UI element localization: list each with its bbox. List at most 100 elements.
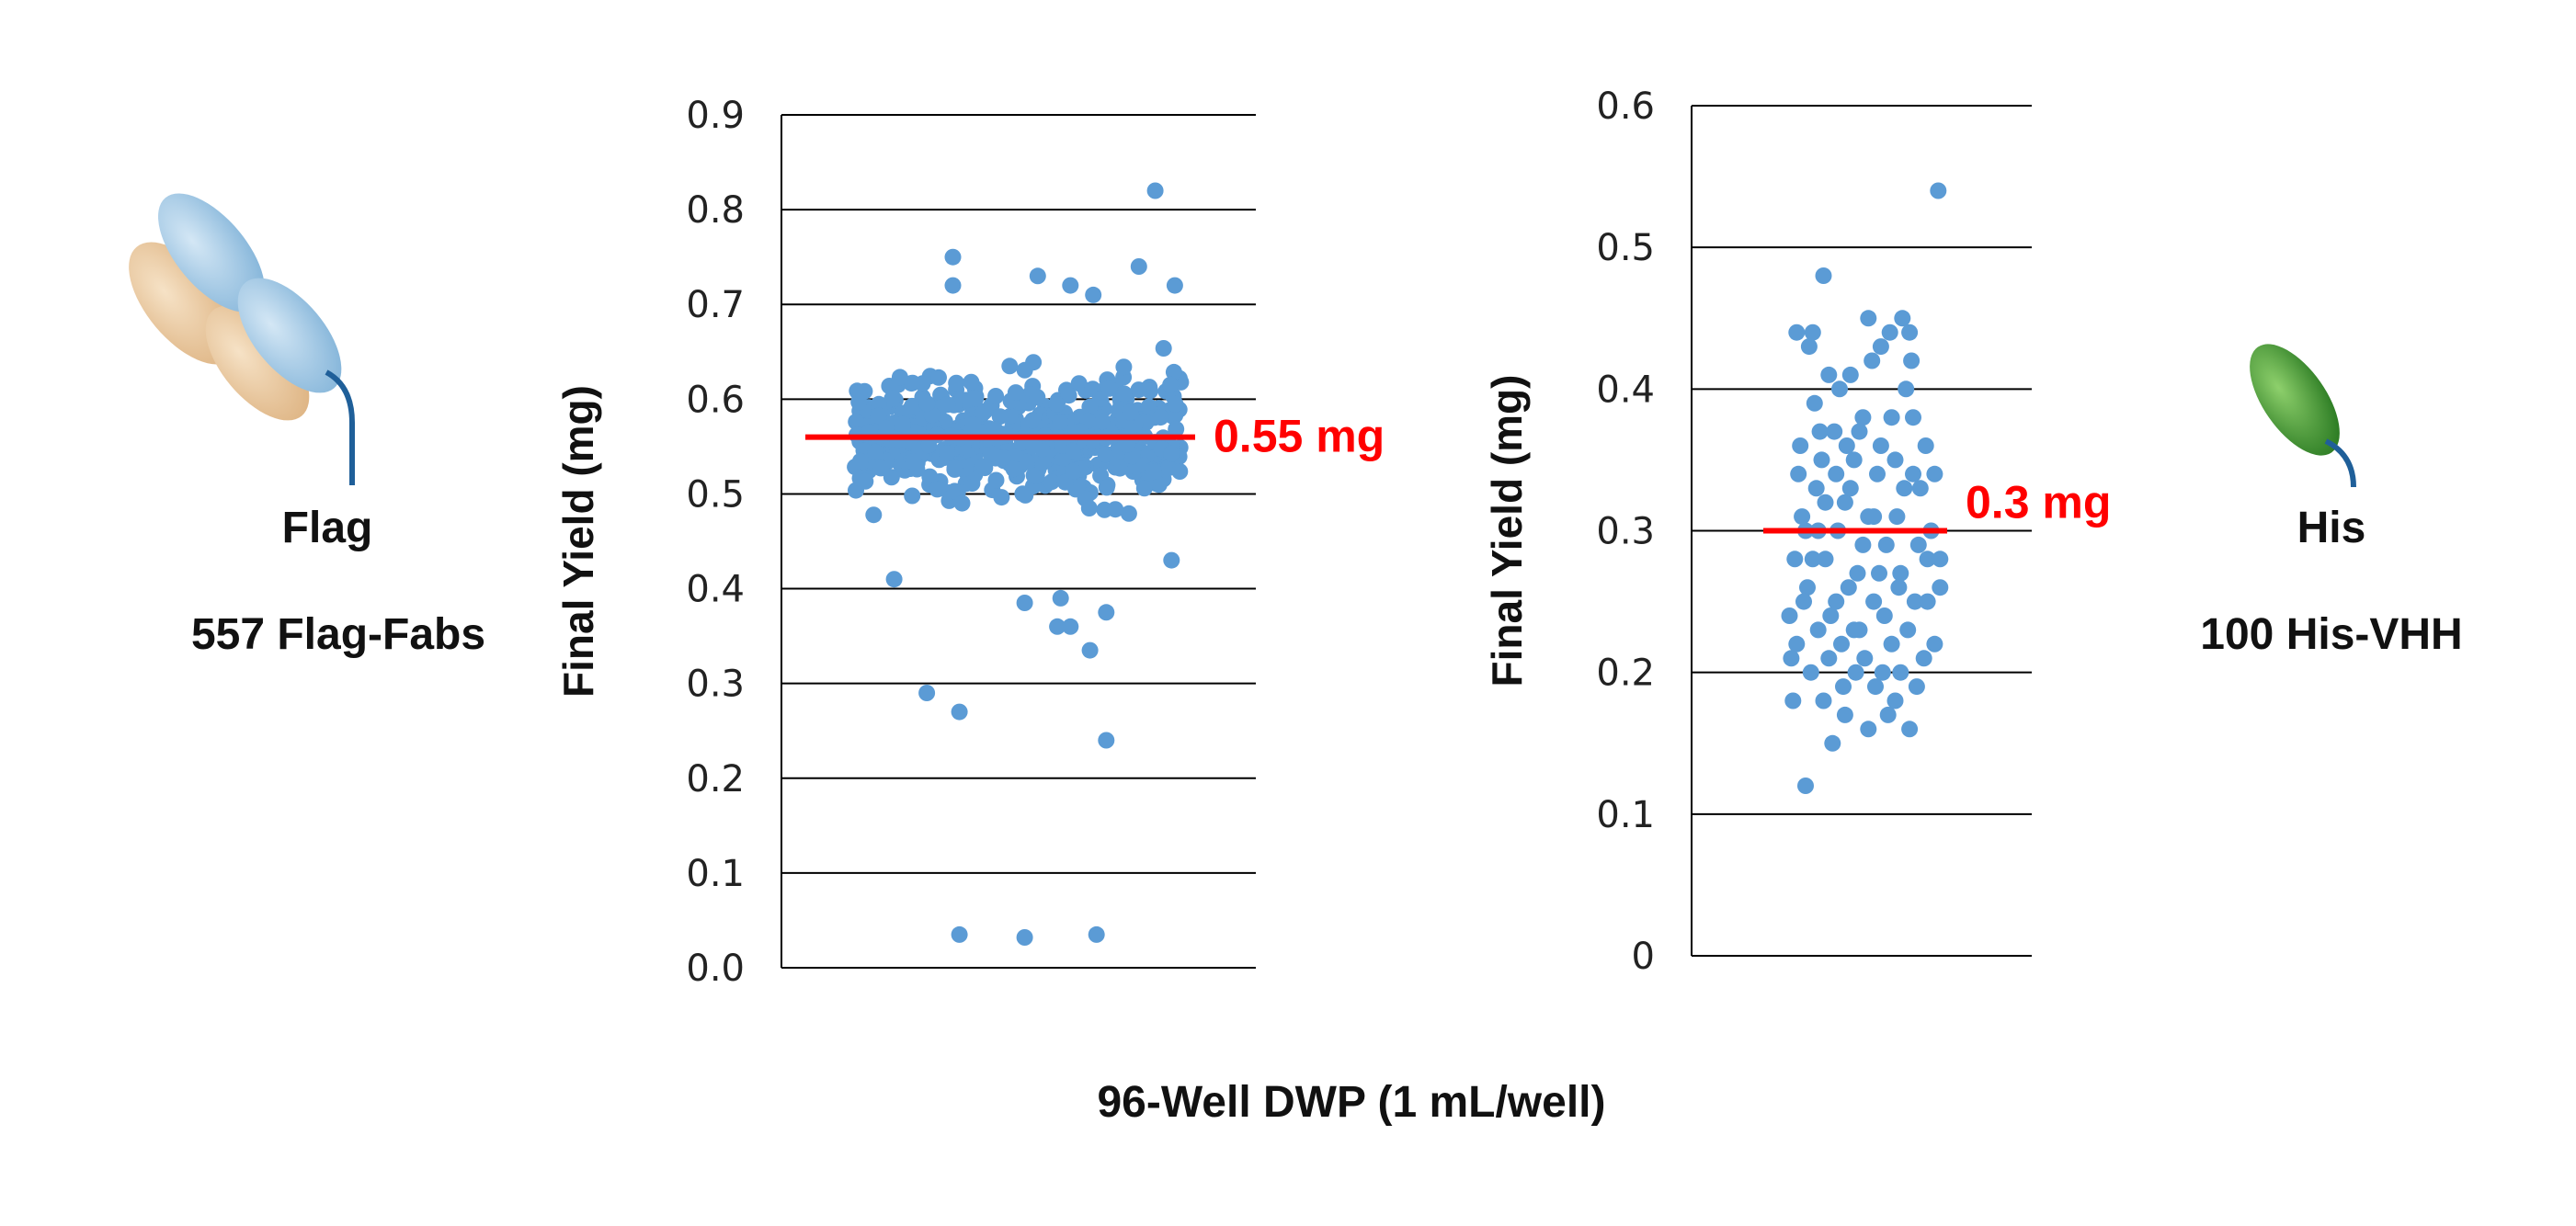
- data-point: [1903, 352, 1921, 369]
- data-point: [1802, 664, 1819, 681]
- data-point: [1788, 635, 1806, 653]
- data-point: [889, 431, 906, 448]
- data-point: [1001, 358, 1019, 375]
- data-point: [1806, 394, 1823, 412]
- data-point: [976, 460, 994, 477]
- data-point: [1800, 338, 1818, 356]
- his-count-label: 100 His-VHH: [2200, 610, 2462, 659]
- data-point: [1168, 420, 1185, 437]
- data-point: [1781, 607, 1798, 624]
- y-tick-label: 0.4: [1596, 369, 1655, 411]
- data-point: [1804, 551, 1821, 568]
- data-point: [1064, 442, 1081, 460]
- data-point: [1828, 593, 1845, 610]
- data-point: [944, 248, 962, 266]
- data-point: [894, 415, 911, 433]
- data-point: [1901, 324, 1919, 341]
- data-point: [1817, 494, 1834, 511]
- data-point: [891, 369, 908, 386]
- data-point: [1081, 398, 1099, 415]
- his-vhh-points: [1781, 182, 1949, 794]
- data-point: [991, 408, 1009, 426]
- data-point: [1790, 465, 1807, 482]
- data-point: [1833, 635, 1850, 653]
- data-point: [918, 394, 936, 412]
- data-point: [1879, 706, 1897, 723]
- data-point: [1029, 267, 1046, 285]
- data-point: [964, 415, 982, 433]
- data-point: [987, 388, 1005, 404]
- data-point: [1016, 929, 1033, 946]
- data-point: [1886, 451, 1904, 469]
- data-point: [1919, 593, 1936, 610]
- data-point: [1098, 604, 1115, 621]
- data-point: [1025, 354, 1043, 371]
- data-point: [1162, 376, 1180, 393]
- data-point: [1016, 595, 1033, 611]
- data-point: [1130, 258, 1147, 275]
- data-point: [905, 453, 922, 471]
- data-point: [1892, 664, 1909, 681]
- data-point: [871, 395, 887, 413]
- data-point: [1052, 589, 1069, 607]
- data-point: [877, 419, 895, 437]
- data-point: [1167, 395, 1184, 413]
- data-point: [976, 403, 994, 420]
- y-tick-label: 0.3: [1596, 511, 1655, 553]
- data-point: [1901, 721, 1919, 738]
- his-vhh-scatter-chart: 0 0.1 0.2 0.3 0.4 0.5 0.6 Final Yield (mg) 0.3…: [1483, 85, 2111, 978]
- x-axis-label: 96-Well DWP (1 mL/well): [1097, 1078, 1605, 1127]
- data-point: [1872, 338, 1889, 356]
- data-point: [904, 397, 921, 414]
- data-point: [1166, 277, 1183, 294]
- data-point: [1017, 486, 1034, 504]
- data-point: [1822, 607, 1840, 624]
- data-point: [1107, 501, 1124, 518]
- y-tick-label: 0.2: [1596, 653, 1655, 695]
- data-point: [1883, 635, 1900, 653]
- flag-fabs-scatter-chart: 0.0 0.1 0.2 0.3 0.4 0.5 0.6 0.7 0.8 0.9 Final Yie…: [554, 95, 1385, 990]
- flag-fabs-points: [847, 182, 1190, 946]
- data-point: [1081, 641, 1099, 659]
- data-point: [1926, 465, 1943, 482]
- data-point: [1860, 310, 1877, 327]
- data-point: [1835, 678, 1852, 696]
- data-point: [920, 437, 938, 454]
- data-point: [1115, 358, 1133, 376]
- data-point: [918, 685, 936, 701]
- data-point: [867, 443, 884, 460]
- data-point: [1826, 423, 1843, 440]
- data-point: [1932, 579, 1949, 596]
- data-point: [904, 487, 921, 505]
- data-point: [1915, 650, 1932, 667]
- data-point: [1841, 480, 1859, 497]
- data-point: [1795, 593, 1812, 610]
- data-point: [1875, 607, 1893, 624]
- data-point: [1062, 277, 1079, 294]
- data-point: [1831, 380, 1848, 398]
- data-point: [1896, 480, 1913, 497]
- y-tick-label: 0.9: [686, 95, 745, 137]
- data-point: [1098, 479, 1115, 496]
- data-point: [1828, 465, 1845, 482]
- data-point: [1033, 440, 1051, 458]
- data-point: [872, 460, 890, 477]
- data-point: [1077, 490, 1094, 507]
- data-point: [1797, 778, 1814, 794]
- data-point: [870, 407, 887, 425]
- data-point: [1120, 505, 1137, 522]
- data-point: [865, 506, 883, 524]
- data-point: [1865, 593, 1883, 610]
- data-point: [1155, 340, 1172, 357]
- data-point: [857, 472, 874, 490]
- data-point: [1845, 451, 1863, 469]
- data-point: [1860, 721, 1877, 738]
- data-point: [850, 393, 868, 411]
- data-point: [951, 703, 968, 721]
- data-point: [1146, 182, 1164, 199]
- data-point: [1794, 508, 1811, 526]
- data-point: [1869, 465, 1886, 482]
- data-point: [1890, 579, 1908, 596]
- data-point: [1856, 650, 1874, 667]
- data-point: [1881, 324, 1898, 341]
